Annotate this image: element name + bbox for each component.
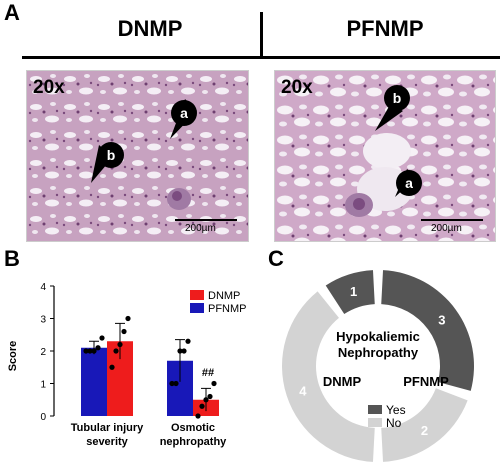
donut-slice-pfnmp-yes xyxy=(381,270,474,391)
score-bar-chart: Score 0 1 2 3 4 Tubular injury severity Osmotic… xyxy=(7,282,247,448)
bar-pfnmp xyxy=(81,347,107,416)
data-point xyxy=(121,328,127,335)
data-point xyxy=(113,348,119,354)
data-point xyxy=(181,348,187,354)
legend-swatch-dnmp xyxy=(190,290,204,300)
x-category-label: Tubular injury xyxy=(71,422,144,434)
data-point xyxy=(117,341,123,348)
dnmp-scale-label: 200µm xyxy=(185,223,216,234)
x-category-label: nephropathy xyxy=(160,436,227,448)
pfnmp-markers: b a xyxy=(375,85,422,197)
legend-label-pfnmp: PFNMP xyxy=(208,303,247,315)
marker-a-label: a xyxy=(405,175,413,191)
data-point xyxy=(211,380,217,387)
donut-slice-value: 4 xyxy=(299,383,307,398)
dnmp-column-title: DNMP xyxy=(117,16,183,41)
y-tick-label: 0 xyxy=(40,412,46,423)
marker-a-label: a xyxy=(180,105,188,121)
donut-left-label: DNMP xyxy=(323,374,362,389)
title-underline xyxy=(22,56,500,59)
panel-a-letter: A xyxy=(4,0,20,25)
pfnmp-scale-bar xyxy=(421,219,483,221)
data-point xyxy=(125,315,131,322)
donut-slice-dnmp-no xyxy=(281,291,375,462)
marker-b-pin: b xyxy=(91,142,124,183)
data-point xyxy=(95,345,101,351)
significance-annotation: ## xyxy=(202,367,214,379)
donut-right-label: PFNMP xyxy=(403,374,449,389)
column-divider xyxy=(260,12,263,56)
panel-b-letter: B xyxy=(4,246,20,271)
y-tick-label: 3 xyxy=(40,315,46,326)
data-point xyxy=(83,348,89,354)
marker-a-pin: a xyxy=(395,169,422,197)
pfnmp-scale-label: 200µm xyxy=(431,223,462,234)
donut-slice-dnmp-yes xyxy=(325,270,375,315)
data-point xyxy=(91,348,97,354)
donut-center-title-line-1: Hypokaliemic xyxy=(336,329,420,344)
data-point xyxy=(177,348,183,354)
legend-label-dnmp: DNMP xyxy=(208,290,240,302)
legend-swatch-yes xyxy=(368,405,382,414)
y-tick-label: 1 xyxy=(40,380,46,391)
dnmp-magnification: 20x xyxy=(33,77,65,98)
legend-swatch-pfnmp xyxy=(190,303,204,313)
x-category-label: Osmotic xyxy=(171,422,215,434)
data-point xyxy=(195,413,201,419)
dnmp-scale-bar xyxy=(175,219,237,221)
pfnmp-column-title: PFNMP xyxy=(346,16,424,41)
dnmp-tissue-image xyxy=(27,71,248,241)
data-point xyxy=(169,380,175,387)
marker-b-pin: b xyxy=(375,85,410,131)
data-point xyxy=(207,393,213,400)
marker-b-label: b xyxy=(393,90,402,106)
panel-c-letter: C xyxy=(268,246,284,271)
data-point xyxy=(173,380,179,387)
donut-slices: 4 1 3 2 xyxy=(281,270,474,462)
data-point xyxy=(99,335,105,341)
dnmp-micrograph: 20x 200µm a b xyxy=(26,70,249,242)
data-point xyxy=(203,397,209,403)
hypokaliemic-donut-chart: 4 1 3 2 Hypokaliemic Nephropathy DNMP PFNMP… xyxy=(281,270,474,462)
marker-a-pin: a xyxy=(170,99,197,139)
bar-axes: 0 1 2 3 4 Tubular injury severity Osmotic nephro… xyxy=(40,282,227,448)
legend-label-no: No xyxy=(386,416,402,430)
legend-swatch-no xyxy=(368,418,382,427)
donut-slice-pfnmp-no xyxy=(381,388,468,462)
marker-b-label: b xyxy=(107,147,116,163)
legend-label-yes: Yes xyxy=(386,403,406,417)
data-point xyxy=(185,338,191,344)
data-point xyxy=(109,364,115,370)
pfnmp-micrograph: 20x 200µm b a xyxy=(274,70,496,242)
pfnmp-magnification: 20x xyxy=(281,77,313,98)
donut-center-title-line-2: Nephropathy xyxy=(338,345,419,360)
y-axis-label: Score xyxy=(7,341,19,372)
y-tick-label: 4 xyxy=(40,282,46,293)
donut-slice-value: 3 xyxy=(438,313,445,328)
donut-slice-value: 2 xyxy=(421,423,428,438)
donut-legend: Yes No xyxy=(368,403,406,430)
y-tick-label: 2 xyxy=(40,347,46,358)
donut-slice-value: 1 xyxy=(350,284,357,299)
x-category-label: severity xyxy=(86,436,128,448)
dnmp-markers: a b xyxy=(91,99,197,183)
bar-marks xyxy=(81,315,219,419)
data-point xyxy=(199,403,205,409)
data-point xyxy=(87,348,93,354)
bar-legend: DNMP PFNMP xyxy=(190,290,247,315)
